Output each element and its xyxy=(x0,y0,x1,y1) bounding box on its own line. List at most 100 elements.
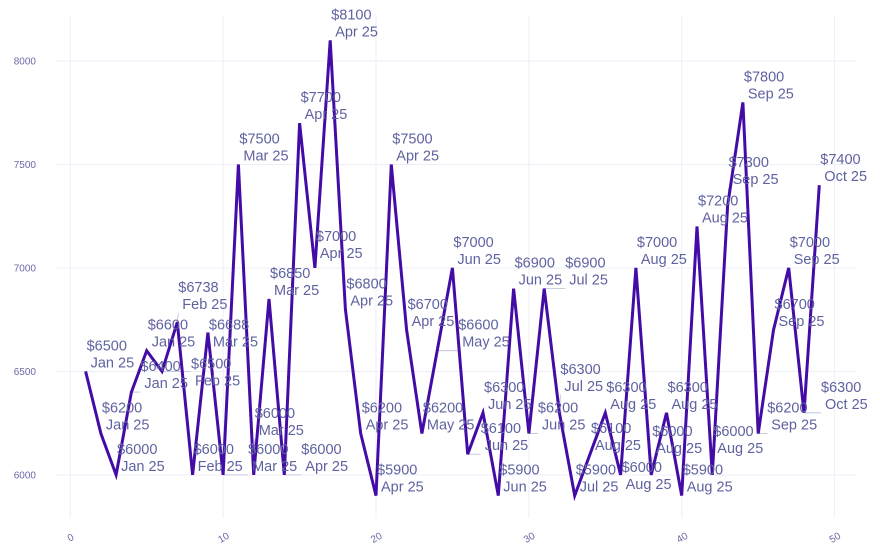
data-label-price: $8100 xyxy=(331,7,371,23)
data-label-price: $6000 xyxy=(117,442,157,458)
data-label-price: $7500 xyxy=(392,132,432,148)
x-tick-label: 50 xyxy=(828,531,844,546)
data-label-price: $6200 xyxy=(102,401,142,417)
data-label-price: $6850 xyxy=(270,266,310,282)
y-tick-label: 6000 xyxy=(14,470,37,481)
data-label-price: $6300 xyxy=(668,380,708,396)
data-label-price: $6200 xyxy=(538,401,578,417)
data-label-date: Aug 25 xyxy=(641,252,687,268)
data-label-date: Mar 25 xyxy=(274,283,319,299)
data-label-date: Jan 25 xyxy=(106,418,150,434)
data-label-price: $6000 xyxy=(194,442,234,458)
data-label-date: Sep 25 xyxy=(748,86,794,102)
data-label-date: Aug 25 xyxy=(595,438,641,454)
data-label-price: $7800 xyxy=(744,69,784,85)
data-label-price: $6000 xyxy=(301,442,341,458)
data-label-date: May 25 xyxy=(462,335,510,351)
data-label-date: Jun 25 xyxy=(519,273,563,289)
data-label-price: $7700 xyxy=(301,90,341,106)
data-label-date: Aug 25 xyxy=(717,441,763,457)
data-label-price: $6700 xyxy=(775,297,815,313)
data-label-date: Oct 25 xyxy=(825,397,868,413)
data-label-price: $5900 xyxy=(576,463,616,479)
data-label-date: Apr 25 xyxy=(412,314,455,330)
data-label-price: $6300 xyxy=(606,380,646,396)
data-label-price: $7300 xyxy=(729,155,769,171)
data-label-price: $5900 xyxy=(499,463,539,479)
data-label-date: Feb 25 xyxy=(195,373,240,389)
data-label-price: $6400 xyxy=(140,359,180,375)
data-label-price: $6200 xyxy=(767,401,807,417)
x-tick-label: 40 xyxy=(675,531,691,546)
data-label-date: Jul 25 xyxy=(569,273,608,289)
label-leader-line xyxy=(176,313,179,323)
data-label-date: Jun 25 xyxy=(542,418,586,434)
data-label-price: $7000 xyxy=(453,235,493,251)
x-tick-label: 30 xyxy=(522,531,538,546)
data-label-price: $6200 xyxy=(423,401,463,417)
data-label-date: Jun 25 xyxy=(485,438,529,454)
data-label-date: Mar 25 xyxy=(252,459,297,475)
data-label-price: $7500 xyxy=(239,132,279,148)
data-label-price: $6000 xyxy=(652,424,692,440)
data-label-date: Jun 25 xyxy=(503,480,547,496)
data-label-price: $6688 xyxy=(209,318,249,334)
data-label-price: $6000 xyxy=(622,460,662,476)
data-label-price: $6000 xyxy=(248,442,288,458)
data-label-date: Jan 25 xyxy=(121,459,165,475)
data-label-date: Aug 25 xyxy=(672,397,718,413)
data-label-price: $6300 xyxy=(484,380,524,396)
x-tick-label: 10 xyxy=(216,531,232,546)
y-tick-label: 6500 xyxy=(14,367,37,378)
data-label-date: Apr 25 xyxy=(381,480,424,496)
y-tick-label: 7000 xyxy=(14,263,37,274)
data-label-date: Jun 25 xyxy=(457,252,501,268)
data-label-price: $6600 xyxy=(148,318,188,334)
data-label-date: Aug 25 xyxy=(610,397,656,413)
data-label-price: $7000 xyxy=(316,229,356,245)
data-label-price: $6000 xyxy=(713,424,753,440)
data-label-date: Mar 25 xyxy=(213,335,258,351)
data-label-price: $6600 xyxy=(458,318,498,334)
data-label-price: $6500 xyxy=(191,356,231,372)
data-label-date: Aug 25 xyxy=(687,480,733,496)
data-label-date: Apr 25 xyxy=(320,246,363,262)
y-axis-ticks: 6000 6500 7000 7500 8000 xyxy=(14,56,37,481)
data-label-date: Jan 25 xyxy=(144,376,188,392)
data-label-price: $6700 xyxy=(408,297,448,313)
